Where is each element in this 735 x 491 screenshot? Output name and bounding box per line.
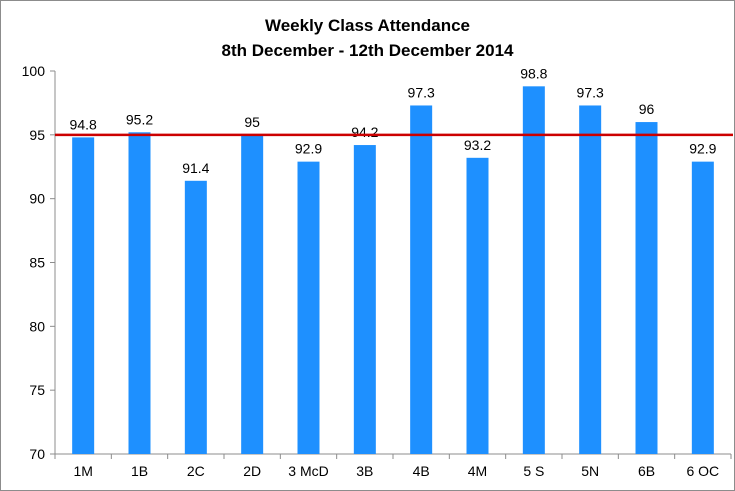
data-label: 92.9 [689, 141, 716, 157]
data-label: 97.3 [408, 84, 435, 100]
data-label: 94.8 [70, 116, 97, 132]
data-label: 98.8 [520, 65, 547, 81]
x-tick-label: 1B [131, 463, 148, 479]
x-tick-label: 6 OC [686, 463, 719, 479]
x-tick-label: 2C [187, 463, 205, 479]
bar-5n [579, 105, 602, 454]
y-tick-label: 70 [29, 446, 45, 462]
bar-2c [184, 180, 207, 454]
x-tick-label: 6B [638, 463, 655, 479]
data-label: 95.2 [126, 111, 153, 127]
x-tick-label: 3 McD [288, 463, 328, 479]
data-label: 92.9 [295, 141, 322, 157]
data-label: 97.3 [577, 84, 604, 100]
bar-4b [410, 105, 433, 454]
bar-4m [466, 157, 489, 454]
x-tick-label: 2D [243, 463, 261, 479]
data-label: 94.2 [351, 124, 378, 140]
data-label: 93.2 [464, 137, 491, 153]
chart-title: Weekly Class Attendance [264, 16, 471, 35]
x-tick-label: 3B [356, 463, 373, 479]
y-tick-label: 85 [29, 255, 45, 271]
y-tick-label: 95 [29, 127, 45, 143]
data-label: 96 [639, 101, 655, 117]
bar-2d [241, 134, 264, 455]
x-tick-label: 5N [581, 463, 599, 479]
x-tick-label: 1M [73, 463, 92, 479]
y-tick-label: 80 [29, 318, 45, 334]
bar-6b [635, 122, 658, 455]
bar-3b [353, 145, 376, 454]
chart-subtitle: 8th December - 12th December 2014 [221, 41, 514, 60]
bar-1b [128, 132, 151, 454]
x-tick-label: 4M [468, 463, 487, 479]
data-label: 95 [244, 114, 260, 130]
data-label: 91.4 [182, 160, 209, 176]
y-tick-label: 100 [22, 63, 46, 79]
bar-1m [72, 137, 95, 455]
bar-5-s [522, 86, 545, 454]
bar-6-oc [691, 161, 714, 455]
x-tick-label: 5 S [523, 463, 544, 479]
bar-3-mcd [297, 161, 320, 455]
x-tick-label: 4B [413, 463, 430, 479]
y-tick-label: 75 [29, 382, 45, 398]
y-tick-label: 90 [29, 191, 45, 207]
